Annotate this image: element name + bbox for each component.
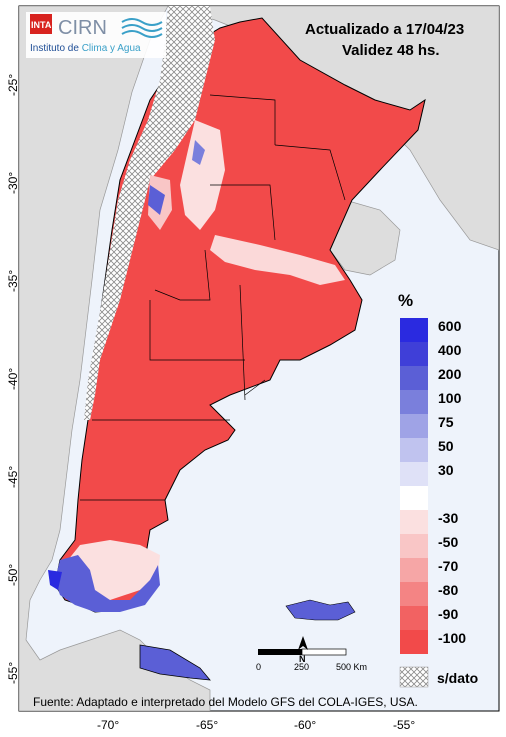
legend-swatch [400,462,428,486]
lat-ticks: -25° -30° -35° -40° -45° -50° -55° [6,74,20,684]
updated-label: Actualizado a 17/04/23 [305,21,464,38]
lat-tick: -45° [6,466,20,488]
logo-subtitle: Instituto de Clima y Agua [30,43,141,54]
near-normal-cuyo [180,120,225,230]
lon-tick: -55° [393,718,415,732]
legend-swatch [400,438,428,462]
scale-label: 250 [294,662,309,672]
lon-tick: -60° [294,718,316,732]
nodata-andes [84,6,215,420]
near-normal-central [210,235,345,285]
legend-nodata-swatch [399,666,429,688]
legend-swatch [400,390,428,414]
legend-swatch [400,342,428,366]
cirn-logo-text: CIRN [58,17,107,39]
legend-label: 30 [438,462,454,478]
validity-label: Validez 48 hs. [342,42,440,59]
lon-tick: -70° [97,718,119,732]
inta-cirn-logo: INTA CIRN Instituto de Clima y Agua [26,12,166,58]
legend-label: 50 [438,438,454,454]
chile-landmass [19,6,211,711]
legend-label: -100 [438,630,466,646]
lon-ticks: -70° -65° -60° -55° [97,718,415,732]
legend-swatch [400,366,428,390]
legend-nodata-label: s/dato [437,670,478,686]
source-credit: Fuente: Adaptado e interpretado del Mode… [33,695,418,709]
lat-tick: -35° [6,270,20,292]
lat-tick: -55° [6,662,20,684]
cuyo-positive [148,185,165,215]
legend-label: -80 [438,582,458,598]
legend-label: 200 [438,366,462,382]
legend-swatch [400,510,428,534]
province-boundaries [80,94,346,501]
scale-bar: 0 250 500 Km N [256,636,367,672]
tierra-del-fuego [139,644,211,681]
scale-label: 0 [256,662,261,672]
legend-swatch [400,414,428,438]
legend-swatch [400,534,428,558]
lat-tick: -40° [6,368,20,390]
legend-label: -70 [438,558,458,574]
legend-swatch [400,630,428,654]
legend-swatch [400,606,428,630]
north-arrow-icon [298,636,308,650]
legend-swatch [400,318,428,342]
lat-tick: -25° [6,74,20,96]
legend-swatch [400,582,428,606]
lat-tick: -50° [6,564,20,586]
legend-label: -30 [438,510,458,526]
legend-label: 75 [438,414,454,430]
legend-label: -90 [438,606,458,622]
lat-tick: -30° [6,172,20,194]
patagonia-west-blue [48,570,62,590]
legend-label: -50 [438,534,458,550]
legend-label: 600 [438,318,462,334]
legend-swatch [400,558,428,582]
lon-tick: -65° [196,718,218,732]
north-label: N [299,654,306,664]
scale-label: 500 Km [336,662,367,672]
patagonia-blue [55,555,160,612]
inta-logo-text: INTA [31,20,52,30]
map-layer [19,6,499,711]
malvinas [285,599,356,621]
nw-positive [192,140,205,165]
legend-label: 400 [438,342,462,358]
legend-swatch [400,486,428,510]
legend: % 600400200100755030-30-50-70-80-90-100 … [398,291,478,688]
legend-unit: % [398,291,413,310]
legend-label: 100 [438,390,462,406]
water-waves-icon [121,18,163,38]
